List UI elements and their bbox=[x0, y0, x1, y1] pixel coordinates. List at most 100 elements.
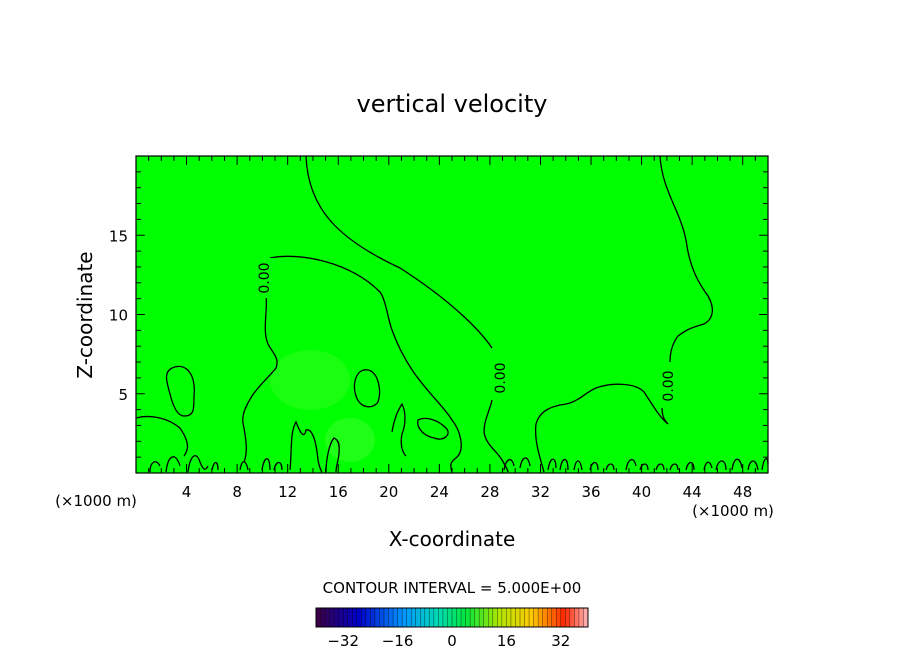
colorbar-cell bbox=[429, 608, 435, 627]
colorbar-cell bbox=[538, 608, 543, 627]
colorbar-cell bbox=[569, 608, 575, 627]
colorbar-cell bbox=[325, 608, 330, 627]
colorbar-cell bbox=[452, 608, 457, 627]
colorbar-cell bbox=[529, 608, 534, 627]
colorbar-cell bbox=[370, 608, 376, 627]
zero-contour bbox=[269, 255, 462, 473]
colorbar-cell bbox=[397, 608, 403, 627]
contour-label-bg bbox=[491, 358, 509, 398]
colorbar-cell bbox=[384, 608, 389, 627]
colorbar-cell bbox=[520, 608, 525, 627]
x-units-right: (×1000 m) bbox=[692, 502, 774, 520]
colorbar-cell bbox=[420, 608, 426, 627]
zero-contour bbox=[534, 383, 669, 473]
contour-label: 0.00 bbox=[257, 262, 273, 293]
colorbar-cell bbox=[583, 608, 589, 627]
colorbar-cell bbox=[393, 608, 398, 627]
x-axis: 4 8 12 16 20 24 28 32 36 40 44 48 bbox=[148, 156, 756, 501]
colorbar-cell bbox=[547, 608, 553, 627]
colorbar-cell bbox=[356, 608, 362, 627]
colorbar-cell bbox=[316, 608, 321, 627]
colorbar-cell bbox=[347, 608, 353, 627]
colorbar bbox=[315, 607, 589, 628]
colorbar-cell bbox=[338, 608, 344, 627]
colorbar-cell bbox=[510, 608, 516, 627]
weak-updraft-patch bbox=[325, 418, 375, 462]
colorbar-cell bbox=[365, 608, 371, 627]
contour-label: 0.00 bbox=[661, 370, 677, 401]
colorbar-cell bbox=[374, 608, 380, 627]
colorbar-cell bbox=[361, 608, 367, 627]
colorbar-cell bbox=[501, 608, 507, 627]
y-tick-label: 5 bbox=[118, 386, 128, 404]
x-tick-label: 4 bbox=[182, 483, 192, 501]
zero-contour bbox=[503, 457, 769, 471]
colorbar-cell bbox=[465, 608, 471, 627]
x-tick-label: 36 bbox=[581, 483, 600, 501]
contour-label-bg bbox=[659, 366, 677, 406]
colorbar-cell bbox=[329, 608, 335, 627]
x-tick-label: 16 bbox=[329, 483, 348, 501]
colorbar-cell bbox=[524, 608, 530, 627]
x-tick-label: 12 bbox=[278, 483, 297, 501]
colorbar-cell bbox=[497, 608, 503, 627]
colorbar-frame bbox=[315, 607, 589, 628]
colorbar-cell bbox=[574, 608, 580, 627]
x-tick-label: 44 bbox=[683, 483, 702, 501]
colorbar-cell bbox=[560, 608, 566, 627]
colorbar-cell bbox=[320, 608, 326, 627]
colorbar-cell bbox=[411, 608, 417, 627]
colorbar-cell bbox=[334, 608, 339, 627]
colorbar-cell bbox=[515, 608, 521, 627]
colorbar-cell bbox=[343, 608, 349, 627]
zero-contour bbox=[135, 415, 189, 457]
colorbar-cell bbox=[488, 608, 494, 627]
x-axis-label: X-coordinate bbox=[389, 527, 516, 551]
colorbar-tick-label: −16 bbox=[382, 632, 414, 650]
contour-labels: 0.00 0.00 0.00 bbox=[255, 258, 677, 406]
x-units-left: (×1000 m) bbox=[55, 492, 137, 510]
colorbar-cell bbox=[456, 608, 462, 627]
zero-contour bbox=[242, 295, 278, 463]
weak-updraft-patch bbox=[270, 350, 350, 410]
contour-label: 0.00 bbox=[493, 362, 509, 393]
colorbar-cell bbox=[406, 608, 412, 627]
x-tick-label: 40 bbox=[632, 483, 651, 501]
zero-contour bbox=[289, 420, 323, 473]
x-tick-label: 28 bbox=[480, 483, 499, 501]
colorbar-tick-label: 32 bbox=[551, 632, 570, 650]
colorbar-cell bbox=[578, 608, 584, 627]
colorbar-cell bbox=[442, 608, 448, 627]
contour-label-bg bbox=[255, 258, 273, 298]
x-tick-label: 48 bbox=[733, 483, 752, 501]
zero-contour bbox=[305, 155, 493, 349]
colorbar-cell bbox=[388, 608, 394, 627]
colorbar-cell bbox=[506, 608, 512, 627]
colorbar-cell bbox=[424, 608, 430, 627]
zero-contour bbox=[417, 417, 449, 440]
zero-contour bbox=[483, 399, 509, 473]
colorbar-ticks: −32 −16 0 16 32 bbox=[327, 632, 570, 650]
chart-title: vertical velocity bbox=[357, 90, 548, 118]
colorbar-cell bbox=[474, 608, 480, 627]
colorbar-cell bbox=[352, 608, 358, 627]
x-tick-label: 32 bbox=[531, 483, 550, 501]
colorbar-cell bbox=[551, 608, 557, 627]
y-tick-label: 15 bbox=[109, 227, 128, 245]
colorbar-tick-label: 16 bbox=[497, 632, 516, 650]
colorbar-cell bbox=[492, 608, 498, 627]
colorbar-cell bbox=[533, 608, 539, 627]
colorbar-cell bbox=[565, 608, 571, 627]
zero-contour-lines bbox=[135, 155, 769, 473]
zero-contour bbox=[391, 402, 407, 457]
colorbar-cell bbox=[461, 608, 466, 627]
colorbar-cell bbox=[402, 608, 407, 627]
x-tick-label: 8 bbox=[232, 483, 242, 501]
zero-contour bbox=[165, 365, 195, 417]
zero-contour bbox=[149, 455, 283, 473]
colorbar-cell bbox=[483, 608, 489, 627]
x-tick-label: 24 bbox=[430, 483, 449, 501]
zero-contour bbox=[325, 437, 340, 473]
colorbar-cell bbox=[447, 608, 453, 627]
